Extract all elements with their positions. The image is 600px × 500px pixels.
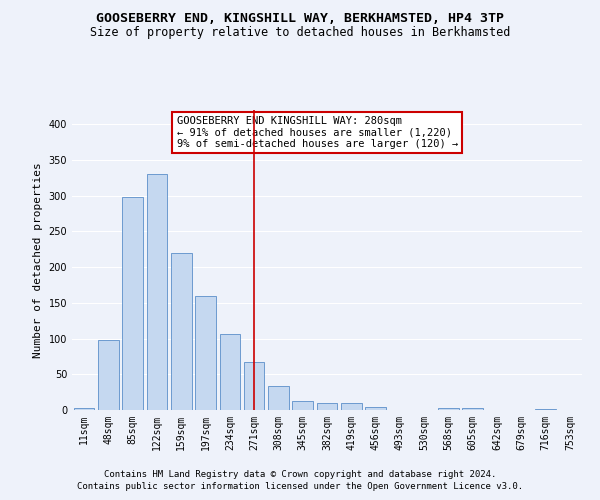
Bar: [171, 253, 191, 410]
Y-axis label: Number of detached properties: Number of detached properties: [33, 162, 43, 358]
Bar: [146, 174, 167, 410]
Text: Contains HM Land Registry data © Crown copyright and database right 2024.: Contains HM Land Registry data © Crown c…: [104, 470, 496, 479]
Bar: [244, 362, 265, 410]
Bar: [535, 408, 556, 410]
Bar: [365, 407, 386, 410]
Bar: [220, 334, 240, 410]
Bar: [341, 403, 362, 410]
Text: GOOSEBERRY END, KINGSHILL WAY, BERKHAMSTED, HP4 3TP: GOOSEBERRY END, KINGSHILL WAY, BERKHAMST…: [96, 12, 504, 26]
Bar: [268, 386, 289, 410]
Bar: [463, 408, 483, 410]
Bar: [195, 296, 216, 410]
Text: GOOSEBERRY END KINGSHILL WAY: 280sqm
← 91% of detached houses are smaller (1,220: GOOSEBERRY END KINGSHILL WAY: 280sqm ← 9…: [176, 116, 458, 149]
Bar: [74, 408, 94, 410]
Text: Contains public sector information licensed under the Open Government Licence v3: Contains public sector information licen…: [77, 482, 523, 491]
Text: Size of property relative to detached houses in Berkhamsted: Size of property relative to detached ho…: [90, 26, 510, 39]
Bar: [98, 340, 119, 410]
Bar: [292, 400, 313, 410]
Bar: [438, 408, 459, 410]
Bar: [317, 403, 337, 410]
Bar: [122, 197, 143, 410]
